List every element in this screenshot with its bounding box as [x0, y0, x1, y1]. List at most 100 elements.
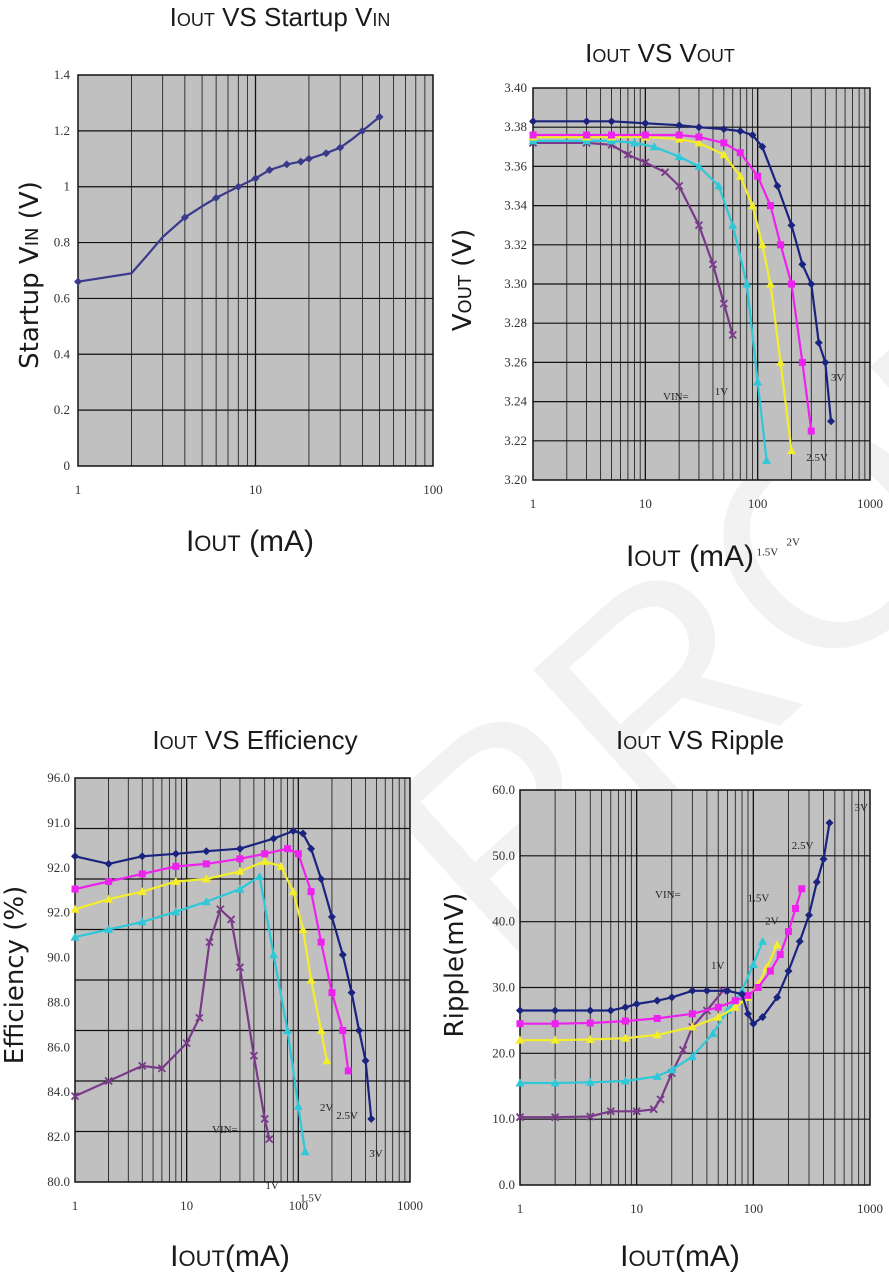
data-point — [347, 988, 356, 997]
y-tick-label: 82.0 — [47, 1129, 70, 1144]
series-label: 1V — [711, 960, 725, 972]
data-point — [608, 131, 616, 139]
x-axis-label-startup-vin: IOUT (mA) — [185, 525, 315, 558]
data-point — [649, 142, 659, 151]
x-tick-label: 1 — [517, 1201, 524, 1216]
data-point — [606, 1006, 615, 1015]
data-point — [529, 117, 537, 126]
data-point — [656, 1095, 665, 1104]
data-point — [708, 260, 718, 269]
data-point — [667, 993, 676, 1002]
data-point — [776, 357, 786, 366]
data-point — [621, 1003, 630, 1012]
data-point — [786, 446, 796, 455]
y-tick-label: 0.0 — [499, 1177, 515, 1192]
data-point — [234, 182, 243, 191]
data-point — [766, 202, 774, 210]
data-point — [171, 849, 180, 858]
data-point — [641, 158, 650, 167]
data-point — [620, 1033, 630, 1042]
series-line-3V — [520, 822, 831, 1026]
data-point — [632, 1107, 641, 1116]
vin-annotation: VIN= — [655, 889, 681, 901]
data-point — [694, 161, 704, 170]
y-tick-label: 84.0 — [47, 1084, 70, 1099]
data-point — [714, 1003, 722, 1011]
data-point — [71, 885, 79, 893]
data-point — [772, 940, 782, 949]
data-point — [776, 951, 784, 959]
data-point — [731, 997, 739, 1005]
data-point — [265, 1134, 274, 1144]
data-point — [641, 131, 649, 139]
data-point — [719, 125, 728, 134]
data-point — [773, 993, 782, 1002]
data-point — [621, 1017, 629, 1025]
data-point — [202, 847, 211, 856]
data-point — [583, 131, 591, 139]
x-axis-label-ripple: IOUT(mA) — [620, 1240, 740, 1273]
y-tick-label: 3.36 — [504, 158, 527, 173]
data-point — [138, 870, 146, 878]
chart-4: 0.0 10.0 20.0 30.0 40.0 50.0 60.0 1 10 100 1000 1V 1… — [492, 782, 883, 1216]
data-point — [202, 860, 210, 868]
data-point — [327, 912, 336, 921]
data-point — [758, 936, 768, 945]
data-point — [289, 827, 298, 836]
series-label: 1.5V — [300, 1193, 322, 1205]
data-point — [300, 1147, 310, 1156]
data-point — [296, 157, 305, 166]
series-line-1.5V — [533, 139, 768, 461]
data-point — [515, 1078, 525, 1087]
data-point — [758, 142, 767, 151]
series-label: 1.5V — [748, 892, 770, 904]
data-point — [249, 1051, 259, 1060]
data-point — [171, 877, 181, 886]
data-point — [201, 897, 211, 906]
series-label: 2.5V — [336, 1110, 358, 1122]
y-tick-label: 0.2 — [54, 402, 70, 417]
data-point — [529, 131, 537, 139]
data-point — [814, 338, 823, 347]
data-point — [288, 887, 298, 896]
data-point — [720, 139, 728, 147]
data-point — [550, 1113, 560, 1122]
data-point — [104, 894, 114, 903]
data-point — [784, 967, 793, 976]
data-point — [728, 330, 737, 340]
y-tick-label: 0.4 — [54, 346, 71, 361]
data-point — [236, 855, 244, 863]
y-tick-label: 90.0 — [47, 950, 70, 965]
data-point — [675, 121, 684, 130]
y-tick-label: 88.0 — [47, 994, 70, 1009]
data-point — [792, 905, 800, 912]
data-point — [674, 152, 684, 161]
series-line-2.5V — [533, 133, 813, 432]
y-tick-label: 0.6 — [54, 290, 71, 305]
y-tick-label: 0 — [64, 458, 71, 473]
data-point — [195, 1013, 204, 1023]
x-tick-label: 1 — [75, 482, 82, 497]
y-tick-label: 3.24 — [504, 394, 527, 409]
data-point — [736, 149, 744, 157]
y-tick-label: 3.22 — [504, 433, 527, 448]
data-point — [138, 1061, 147, 1070]
data-point — [375, 112, 384, 121]
data-point — [742, 279, 752, 288]
data-point — [276, 861, 286, 870]
y-tick-label: 20.0 — [492, 1045, 515, 1060]
series-label: 3V — [855, 802, 869, 814]
y-tick-label: 96.0 — [47, 770, 70, 785]
x-tick-label: 10 — [639, 496, 652, 511]
data-point — [694, 221, 704, 230]
vin-annotation: VIN= — [212, 1124, 238, 1136]
y-tick-label: 80.0 — [47, 1174, 70, 1189]
data-point — [585, 1077, 595, 1086]
x-tick-label: 100 — [289, 1198, 309, 1213]
x-tick-label: 100 — [423, 482, 443, 497]
x-tick-label: 100 — [744, 1201, 764, 1216]
chart-title-ripple: IOUT VS Ripple — [615, 725, 785, 755]
data-point — [306, 975, 316, 984]
data-point — [629, 138, 639, 147]
data-point — [702, 986, 711, 995]
